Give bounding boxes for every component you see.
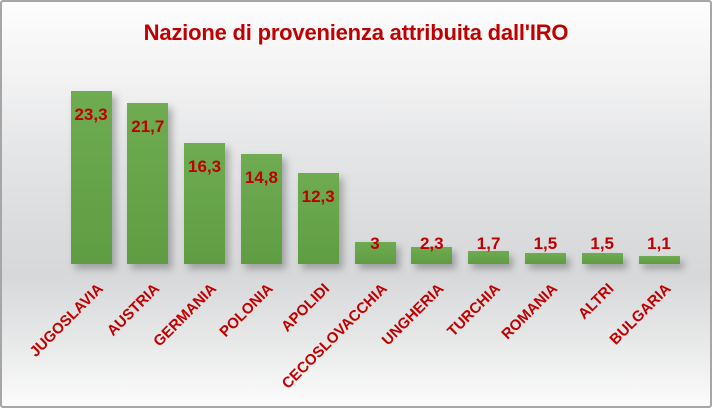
bar-value-label: 1,5 xyxy=(590,234,614,253)
category-label: AUSTRIA xyxy=(103,280,164,340)
category-label: TURCHIA xyxy=(444,280,504,341)
category-label: POLONIA xyxy=(216,280,277,341)
bar-value-label: 1,5 xyxy=(533,234,558,253)
bar xyxy=(354,242,396,264)
bar-value-label: 12,3 xyxy=(301,187,335,206)
category-label: APOLIDI xyxy=(278,280,334,336)
bar-value-label: 14,8 xyxy=(244,168,278,187)
bar xyxy=(524,253,566,264)
bar xyxy=(297,173,339,264)
bar xyxy=(468,251,510,264)
bar xyxy=(70,91,112,264)
category-label: ROMANIA xyxy=(498,280,561,343)
category-label: CECOSLOVACCHIA xyxy=(278,280,391,393)
bar-value-label: 2,3 xyxy=(419,234,444,253)
category-label: ALTRI xyxy=(575,280,618,323)
bar-value-label: 23,3 xyxy=(74,105,108,124)
bar-value-label: 3 xyxy=(370,234,380,253)
bar xyxy=(127,103,169,264)
bar xyxy=(184,143,226,264)
bar xyxy=(411,247,453,264)
bar xyxy=(240,154,282,264)
bar-value-label: 16,3 xyxy=(188,157,222,176)
bar xyxy=(581,253,623,264)
bar xyxy=(638,256,680,264)
category-label: JUGOSLAVIA xyxy=(26,280,107,361)
chart-title: Nazione di provenienza attribuita dall'I… xyxy=(143,20,569,45)
bar-value-label: 21,7 xyxy=(131,117,165,136)
bar-value-label: 1,7 xyxy=(476,234,501,253)
bar-value-label: 1,1 xyxy=(647,234,671,253)
